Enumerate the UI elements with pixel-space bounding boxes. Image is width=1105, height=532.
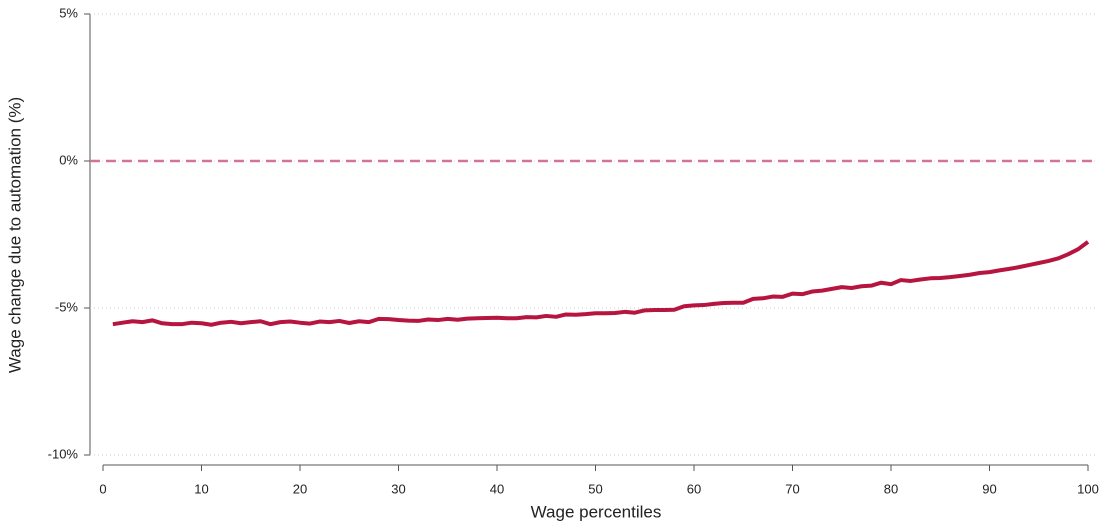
y-tick-label: 0% (59, 152, 78, 167)
y-axis-title: Wage change due to automation (%) (5, 97, 24, 373)
x-tick-label: 60 (687, 481, 701, 496)
y-tick-label: -10% (48, 446, 79, 461)
x-tick-label: 50 (588, 481, 602, 496)
x-tick-label: 80 (884, 481, 898, 496)
x-tick-label: 40 (490, 481, 504, 496)
x-tick-label: 30 (391, 481, 405, 496)
x-tick-label: 90 (982, 481, 996, 496)
x-tick-label: 10 (194, 481, 208, 496)
y-tick-label: 5% (59, 5, 78, 20)
y-tick-label: -5% (55, 299, 79, 314)
x-tick-label: 100 (1077, 481, 1099, 496)
x-axis-title: Wage percentiles (531, 502, 662, 521)
x-tick-label: 70 (785, 481, 799, 496)
x-tick-label: 20 (293, 481, 307, 496)
data-line (112, 240, 1090, 327)
x-tick-label: 0 (99, 481, 106, 496)
